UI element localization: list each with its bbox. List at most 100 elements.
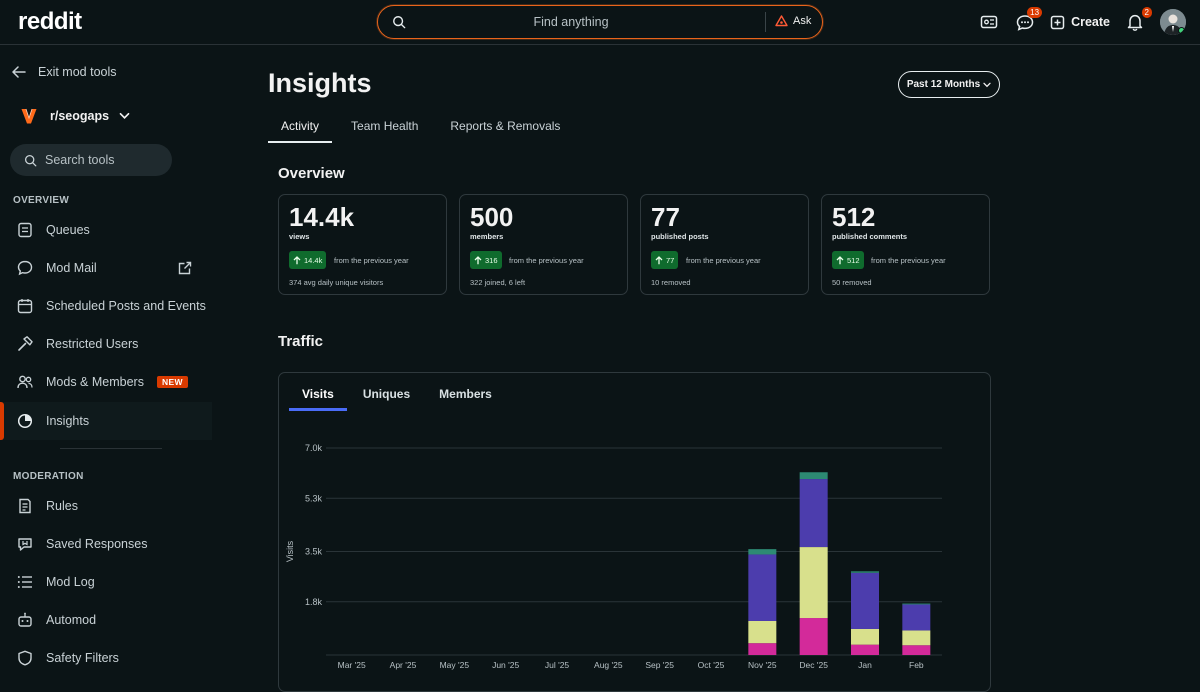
sidebar-item-mods-members[interactable]: Mods & Members NEW — [0, 363, 212, 401]
pie-chart-icon — [17, 413, 33, 429]
stat-label: published comments — [832, 232, 908, 241]
stat-card-members: 500 members 316 from the previous year 3… — [459, 194, 628, 295]
bar-segment — [748, 643, 777, 655]
subreddit-name: r/seogaps — [50, 109, 110, 123]
stat-footnote: 374 avg daily unique visitors — [289, 278, 384, 287]
bar-segment — [799, 618, 828, 655]
advertise-icon[interactable] — [978, 11, 1000, 33]
avatar[interactable] — [1160, 9, 1186, 35]
active-indicator — [0, 402, 4, 440]
search-tools-input[interactable]: Search tools — [10, 144, 172, 176]
page-title: Insights — [268, 68, 372, 98]
create-label: Create — [1071, 15, 1110, 29]
exit-mod-tools-link[interactable]: Exit mod tools — [12, 65, 117, 79]
top-actions: 13 Create 2 — [978, 6, 1186, 38]
insights-main: Insights Past 12 Months Activity Team He… — [212, 45, 1200, 692]
sidebar-item-queues[interactable]: Queues — [0, 211, 212, 249]
traffic-tabs: Visits Uniques Members — [289, 387, 508, 411]
arrow-up-icon — [836, 255, 844, 264]
y-tick-label: 3.5k — [305, 547, 323, 557]
stat-card-views: 14.4k views 14.4k from the previous year… — [278, 194, 447, 295]
sidebar-item-saved-responses[interactable]: Saved Responses — [0, 525, 212, 563]
stat-card-published-comments: 512 published comments 512 from the prev… — [821, 194, 990, 295]
exit-label: Exit mod tools — [38, 65, 117, 79]
traffic-panel: Visits Uniques Members 1.8k 3.5k 5.3k 7.0k V… — [278, 372, 991, 692]
sidebar-item-label: Safety Filters — [46, 651, 119, 665]
visits-chart: 1.8k 3.5k 5.3k 7.0k Visits Mar '25 Apr '25 May … — [285, 443, 942, 670]
sidebar-item-mod-mail[interactable]: Mod Mail — [0, 249, 212, 287]
stat-card-published-posts: 77 published posts 77 from the previous … — [640, 194, 809, 295]
change-caption: from the previous year — [334, 256, 409, 265]
sidebar-item-label: Mods & Members — [46, 375, 144, 389]
sidebar-item-label: Mod Log — [46, 575, 95, 589]
sidebar-item-safety-filters[interactable]: Safety Filters — [0, 639, 212, 677]
stat-label: members — [470, 232, 504, 241]
tab-team-health[interactable]: Team Health — [351, 119, 419, 133]
mod-sidebar: Exit mod tools r/seogaps Search tools OV… — [0, 45, 212, 680]
bar-segment — [851, 571, 879, 573]
change-chip: 316 — [470, 251, 502, 269]
search-divider — [765, 12, 766, 32]
sidebar-item-restricted-users[interactable]: Restricted Users — [0, 325, 212, 363]
arrow-up-icon — [655, 255, 663, 264]
top-bar: reddit Find anything Ask 13 Create 2 — [0, 0, 1200, 45]
tab-uniques[interactable]: Uniques — [362, 387, 411, 401]
period-dropdown[interactable]: Past 12 Months — [898, 71, 1000, 98]
new-badge: NEW — [156, 376, 188, 388]
online-indicator — [1178, 27, 1185, 34]
bar-segment — [799, 472, 828, 480]
change-caption: from the previous year — [871, 256, 946, 265]
sidebar-item-label: Restricted Users — [46, 337, 139, 351]
hammer-icon — [18, 336, 33, 351]
search-icon — [24, 154, 37, 166]
x-tick-label: Sep '25 — [645, 660, 674, 670]
change-chip: 77 — [651, 251, 679, 269]
period-label: Past 12 Months — [906, 79, 981, 90]
change-caption: from the previous year — [509, 256, 584, 265]
bar-segment — [851, 644, 879, 655]
search-icon — [393, 16, 406, 29]
sidebar-item-insights[interactable]: Insights — [0, 402, 212, 440]
subreddit-switcher[interactable]: r/seogaps — [18, 105, 130, 127]
sidebar-item-scheduled-posts[interactable]: Scheduled Posts and Events — [0, 287, 212, 325]
overview-section-heading: OVERVIEW — [13, 195, 70, 206]
members-icon — [17, 375, 33, 389]
x-tick-label: Jan — [858, 660, 872, 670]
insights-tabs: Activity Team Health Reports & Removals — [268, 119, 579, 143]
tab-reports-removals[interactable]: Reports & Removals — [450, 119, 561, 133]
bar-segment — [748, 620, 777, 644]
x-tick-label: Aug '25 — [594, 660, 623, 670]
reddit-logo[interactable]: reddit — [18, 8, 82, 35]
sidebar-item-mod-log[interactable]: Mod Log — [0, 563, 212, 601]
change-value: 512 — [847, 255, 860, 265]
chevron-down-icon — [983, 82, 991, 87]
search-bar[interactable]: Find anything Ask — [377, 5, 823, 39]
arrow-up-icon — [293, 255, 301, 264]
stat-label: published posts — [651, 232, 709, 241]
ask-button[interactable]: Ask — [775, 15, 811, 27]
external-link-icon[interactable] — [178, 261, 192, 275]
rules-icon — [19, 498, 31, 514]
sidebar-item-label: Queues — [46, 223, 90, 237]
notification-badge: 2 — [1141, 7, 1152, 18]
bell-icon[interactable]: 2 — [1124, 7, 1152, 33]
bar-segment — [799, 547, 828, 619]
sidebar-item-rules[interactable]: Rules — [0, 487, 212, 525]
sidebar-item-automod[interactable]: Automod — [0, 601, 212, 639]
stat-footnote: 50 removed — [832, 278, 872, 287]
x-tick-label: Mar '25 — [338, 660, 366, 670]
tab-activity[interactable]: Activity — [268, 119, 333, 143]
search-tools-placeholder: Search tools — [45, 153, 115, 167]
chat-icon[interactable]: 13 — [1014, 7, 1043, 33]
tab-members[interactable]: Members — [439, 387, 492, 401]
plus-icon — [1050, 15, 1065, 29]
stat-value: 77 — [651, 202, 680, 232]
search-input[interactable]: Find anything — [533, 15, 609, 29]
subreddit-logo-icon — [18, 105, 40, 127]
create-button[interactable]: Create — [1050, 15, 1110, 30]
x-tick-label: May '25 — [440, 660, 470, 670]
mail-icon — [17, 260, 33, 276]
queues-icon — [18, 222, 32, 238]
tab-visits[interactable]: Visits — [289, 387, 347, 411]
bar-segment — [902, 604, 931, 631]
